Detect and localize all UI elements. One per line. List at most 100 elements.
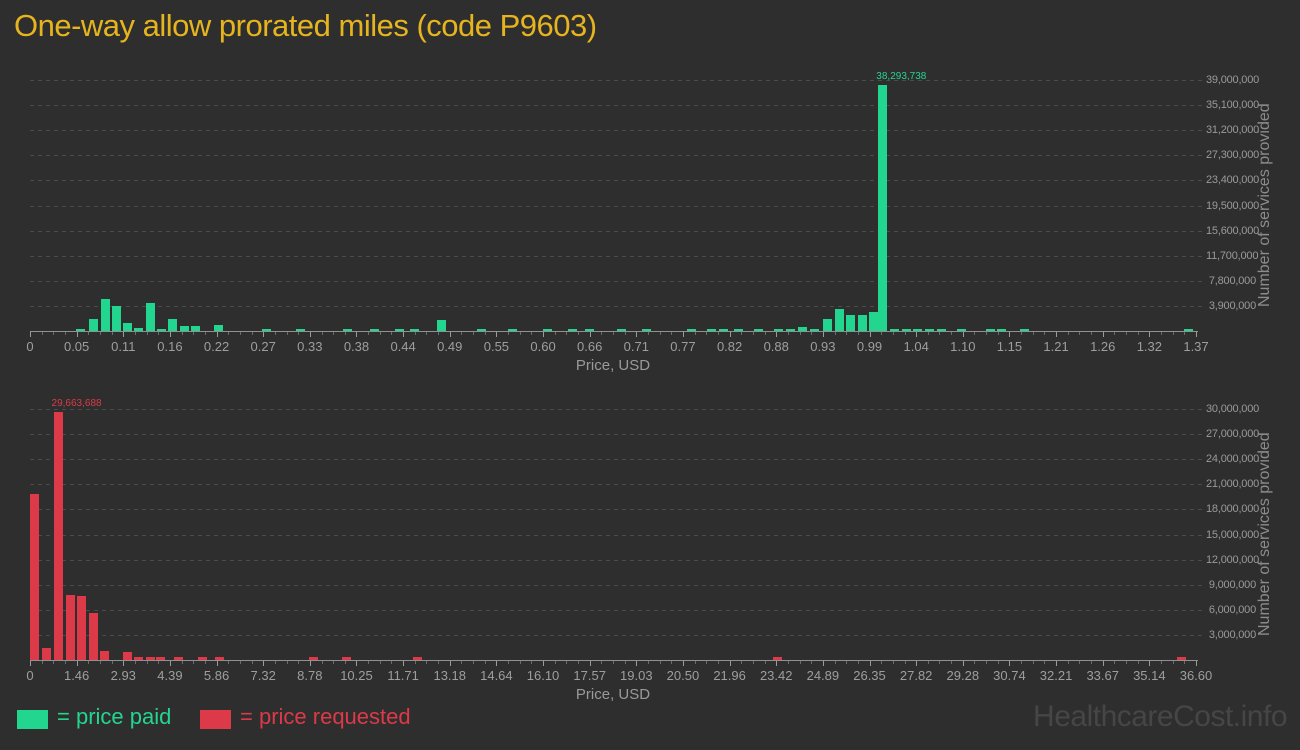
x-axis-tick-label: 0.38 (343, 339, 370, 354)
histogram-bar[interactable] (902, 329, 912, 331)
gridline (30, 155, 1203, 157)
x-axis-tick (123, 661, 125, 666)
x-axis-tick-label: 0.44 (390, 339, 416, 354)
histogram-bar[interactable] (342, 329, 352, 331)
histogram-bar[interactable] (913, 329, 923, 331)
x-axis-tick (1009, 661, 1011, 666)
x-axis-minor-tick (986, 332, 988, 335)
histogram-bar[interactable] (542, 329, 552, 331)
histogram-bar[interactable] (88, 613, 98, 660)
histogram-bar[interactable] (890, 329, 900, 331)
histogram-bar[interactable] (214, 324, 224, 331)
histogram-bar[interactable] (1183, 329, 1193, 331)
histogram-bar[interactable] (774, 329, 784, 331)
histogram-bar[interactable] (262, 329, 272, 331)
x-axis-tick (1196, 332, 1197, 337)
histogram-bar[interactable] (309, 657, 319, 660)
histogram-bar[interactable] (584, 329, 594, 331)
histogram-bar[interactable] (296, 329, 306, 331)
histogram-bar[interactable] (707, 329, 717, 331)
histogram-bar[interactable] (412, 657, 422, 660)
x-axis-minor-tick (671, 332, 673, 335)
histogram-bar[interactable] (168, 319, 178, 331)
x-axis-tick (496, 332, 498, 337)
histogram-bar[interactable] (89, 319, 99, 331)
histogram-bar[interactable] (857, 314, 867, 331)
histogram-bar[interactable] (42, 648, 52, 660)
histogram-bar[interactable] (100, 650, 110, 660)
histogram-bar[interactable] (191, 325, 201, 331)
x-axis-tick-label: 0.05 (63, 339, 90, 354)
histogram-bar[interactable] (122, 651, 132, 660)
histogram-bar[interactable] (477, 329, 487, 331)
x-axis-tick-label: 27.82 (899, 668, 933, 683)
x-axis-tick-label: 13.18 (433, 668, 467, 683)
histogram-bar[interactable] (834, 309, 844, 331)
histogram-bar[interactable] (772, 657, 782, 660)
histogram-bar[interactable] (197, 657, 207, 660)
histogram-bar[interactable] (157, 329, 167, 331)
histogram-bar[interactable] (342, 657, 352, 660)
histogram-bar[interactable] (215, 657, 225, 660)
x-axis-minor-tick (64, 332, 66, 335)
histogram-bar[interactable] (1177, 657, 1187, 660)
histogram-bar[interactable] (394, 329, 404, 331)
histogram-bar[interactable] (734, 329, 744, 331)
histogram-bar[interactable] (370, 329, 380, 331)
x-axis-minor-tick (566, 661, 568, 664)
x-axis-tick-label: 0.93 (810, 339, 836, 354)
histogram-bar[interactable] (65, 595, 75, 660)
histogram-bar[interactable] (686, 329, 696, 331)
histogram-bar[interactable] (75, 329, 85, 331)
x-axis-tick-label: 5.86 (203, 668, 230, 683)
x-axis-tick (169, 332, 171, 337)
histogram-bar[interactable] (868, 312, 878, 331)
histogram-bar[interactable] (508, 329, 518, 331)
histogram-bar[interactable] (1019, 329, 1029, 331)
histogram-bar[interactable] (410, 329, 420, 331)
histogram-bar[interactable] (156, 657, 166, 660)
histogram-bar[interactable] (822, 319, 832, 331)
histogram-bar[interactable] (785, 329, 795, 331)
x-axis-minor-tick (1161, 661, 1163, 664)
histogram-bar[interactable] (617, 329, 626, 331)
gridline (30, 634, 1203, 636)
histogram-bar[interactable] (845, 314, 855, 331)
histogram-bar[interactable] (145, 302, 155, 331)
histogram-bar[interactable] (30, 494, 40, 660)
histogram-bar[interactable] (134, 327, 144, 331)
x-axis-tick-label: 7.32 (250, 668, 276, 683)
histogram-bar[interactable] (937, 329, 947, 331)
histogram-bar[interactable] (798, 327, 808, 331)
histogram-bar[interactable] (173, 657, 183, 660)
histogram-bar[interactable] (925, 329, 935, 331)
histogram-bar[interactable] (123, 322, 133, 331)
x-axis-minor-tick (951, 661, 953, 664)
histogram-bar[interactable] (878, 84, 888, 331)
histogram-bar[interactable] (567, 329, 577, 331)
x-axis-minor-tick (519, 661, 521, 664)
histogram-bar[interactable] (77, 595, 87, 660)
histogram-bar[interactable] (719, 329, 729, 331)
histogram-bar[interactable] (810, 329, 820, 331)
x-axis-minor-tick (974, 332, 976, 335)
histogram-bar[interactable] (985, 329, 995, 331)
histogram-bar[interactable] (179, 326, 189, 331)
histogram-bar[interactable] (997, 329, 1007, 331)
histogram-bar[interactable] (754, 329, 764, 331)
histogram-bar[interactable] (957, 329, 967, 331)
histogram-bar[interactable] (641, 329, 651, 331)
histogram-bar[interactable] (112, 305, 122, 331)
histogram-bar[interactable] (145, 657, 155, 660)
histogram-bar[interactable] (134, 657, 144, 660)
x-axis-tick (682, 332, 684, 337)
x-axis-minor-tick (1126, 661, 1128, 664)
x-axis-minor-tick (41, 661, 43, 664)
x-axis-minor-tick (414, 661, 416, 664)
x-axis-tick (30, 661, 31, 666)
histogram-bar[interactable] (101, 298, 111, 331)
histogram-bar[interactable] (53, 411, 63, 660)
histogram-bar[interactable] (437, 319, 447, 331)
price-paid-swatch (17, 710, 48, 729)
x-axis-tick (76, 332, 78, 337)
